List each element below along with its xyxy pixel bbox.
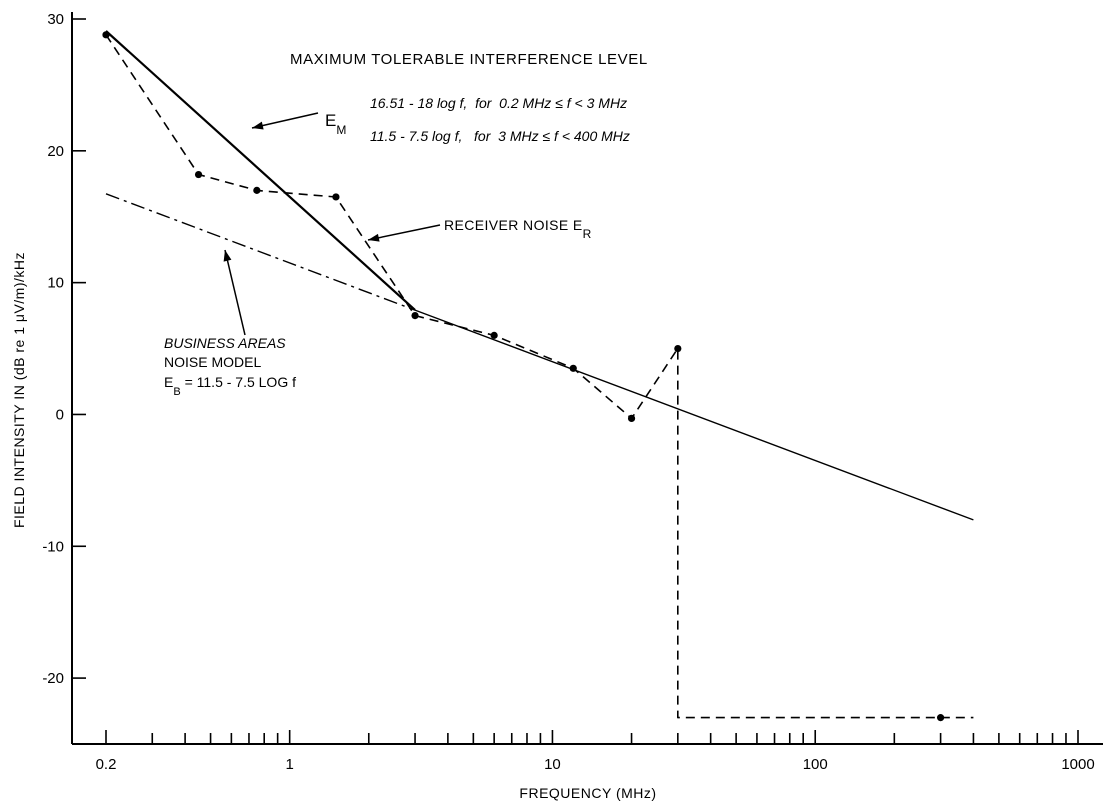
formula-2: 11.5 - 7.5 log f, for 3 MHz ≤ f < 400 MH… <box>370 128 630 144</box>
y-tick-label: 30 <box>47 11 64 28</box>
formula-1: 16.51 - 18 log f, for 0.2 MHz ≤ f < 3 MH… <box>370 95 627 111</box>
receiver-noise-point <box>411 311 419 320</box>
y-ticks: -20 -10 0 10 20 30 <box>42 11 86 687</box>
y-tick-label: 20 <box>47 143 64 160</box>
business-noise-arrow-head <box>223 250 232 262</box>
receiver-noise-point <box>569 364 577 372</box>
noise-model-continuation-line <box>414 309 974 521</box>
x-tick-label: 1000 <box>1061 756 1094 773</box>
y-tick-label: -10 <box>42 538 64 555</box>
y-axis-label: FIELD INTENSITY IN (dB re 1 μV/m)/kHz <box>11 252 27 528</box>
x-tick-label: 100 <box>803 756 828 773</box>
receiver-noise-line <box>105 34 974 719</box>
em-line <box>105 30 416 311</box>
em-label: EM <box>325 111 346 137</box>
chart-title: MAXIMUM TOLERABLE INTERFERENCE LEVEL <box>290 51 648 68</box>
receiver-noise-point <box>102 31 110 39</box>
y-tick-label: 0 <box>56 406 64 423</box>
receiver-noise-point <box>194 170 203 179</box>
business-label-line2: NOISE MODEL <box>164 354 261 370</box>
em-arrow-head <box>252 121 264 130</box>
business-noise-model-line <box>105 193 416 311</box>
receiver-noise-point <box>674 344 682 353</box>
em-arrow <box>251 112 319 129</box>
annotation-arrows <box>223 112 441 336</box>
receiver-noise-arrow <box>367 224 441 241</box>
receiver-noise-point <box>627 414 636 423</box>
x-ticks: 0.2 1 10 100 1000 <box>96 730 1095 773</box>
axes <box>71 12 1103 745</box>
receiver-noise-point <box>332 193 340 201</box>
x-axis-label: FREQUENCY (MHz) <box>519 785 656 801</box>
x-tick-label: 10 <box>544 756 561 773</box>
business-equation: EB = 11.5 - 7.5 LOG f <box>164 374 296 398</box>
business-label-line1: BUSINESS AREAS <box>164 335 286 351</box>
y-tick-label: -20 <box>42 670 64 687</box>
receiver-noise-point <box>253 186 261 194</box>
x-tick-label: 0.2 <box>96 756 117 773</box>
receiver-noise-label: RECEIVER NOISE ER <box>444 217 592 241</box>
business-noise-arrow <box>224 249 246 336</box>
receiver-noise-point <box>937 714 945 722</box>
receiver-noise-arrow-head <box>368 233 380 242</box>
receiver-noise-point <box>490 331 498 339</box>
x-tick-label: 1 <box>286 756 294 773</box>
marker-layer <box>102 31 945 722</box>
series-layer <box>105 30 974 719</box>
y-tick-label: 10 <box>47 275 64 292</box>
